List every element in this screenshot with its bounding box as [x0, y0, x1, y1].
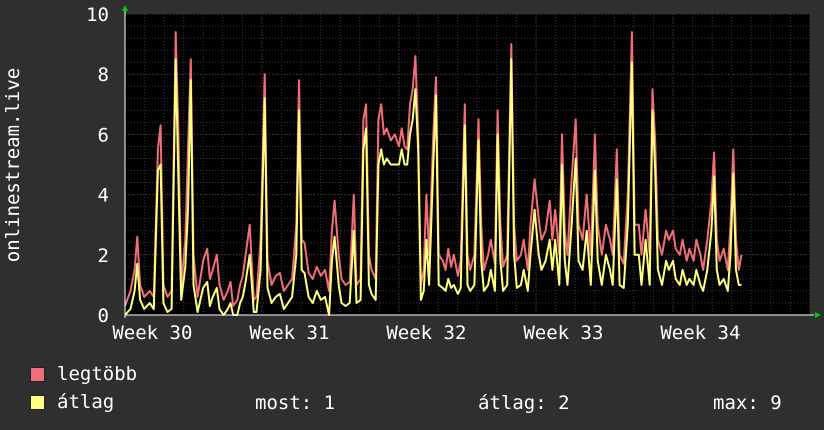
- x-tick-label: Week 33: [523, 322, 603, 344]
- legend-label-max: legtöbb: [57, 363, 138, 385]
- x-tick-label: Week 31: [249, 322, 329, 344]
- series-line-max: [124, 31, 743, 307]
- stat-now: most: 1: [255, 392, 336, 414]
- y-tick-label: 6: [98, 124, 109, 146]
- x-tick-label: Week 34: [660, 322, 740, 344]
- y-tick-label: 0: [98, 305, 109, 327]
- x-tick-label: Week 32: [386, 322, 466, 344]
- stat-max: max: 9: [713, 392, 782, 414]
- x-axis-arrow: [815, 312, 821, 318]
- legend-swatch-max: [30, 366, 45, 382]
- y-tick-label: 2: [98, 245, 109, 267]
- y-tick-label: 10: [86, 4, 109, 26]
- axes: 0 2 4 6 8 10 Week 30 Week 31 Week 32 Week 33 Week …: [86, 4, 821, 344]
- y-axis-label: onlinestream.live: [2, 68, 24, 262]
- legend-item-max: legtöbb: [30, 363, 138, 385]
- y-axis-arrow: [122, 5, 128, 11]
- legend-swatch-avg: [30, 394, 45, 410]
- legend-item-avg: átlag: [30, 391, 115, 413]
- y-tick-label: 8: [98, 64, 109, 86]
- stat-avg: átlag: 2: [478, 392, 570, 414]
- legend-label-avg: átlag: [57, 391, 115, 413]
- y-tick-label: 4: [98, 185, 109, 207]
- x-tick-label: Week 30: [112, 322, 192, 344]
